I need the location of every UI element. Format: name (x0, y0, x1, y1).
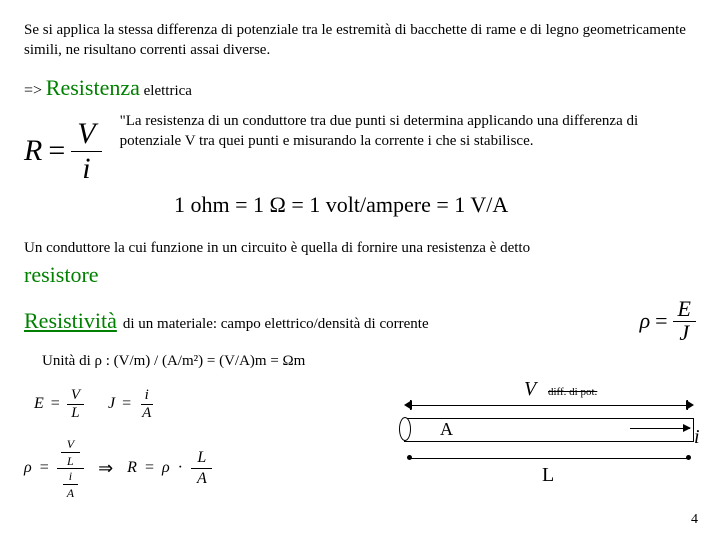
formula-R-den: i (76, 152, 96, 184)
formula-rho-lhs: ρ (640, 308, 651, 334)
definition-block: R = V i "La resistenza di un conduttore … (24, 111, 696, 184)
derive-nested-frac: V L i A (57, 438, 84, 499)
derive-r-den: A (191, 469, 213, 487)
formula-R: R = V i (24, 119, 102, 184)
resistivity-row: Resistività di un materiale: campo elett… (24, 298, 696, 345)
formula-R-num: V (71, 119, 101, 152)
arrow-symbol: => (24, 82, 42, 99)
formula-E-lhs: E (34, 395, 44, 412)
resistor-word: resistore (24, 262, 696, 288)
definition-text: "La resistenza di un conduttore tra due … (120, 111, 696, 152)
diagram-V-label: V (524, 378, 536, 401)
formula-J-lhs: J (108, 395, 115, 412)
resistor-para: Un conduttore la cui funzione in un circ… (24, 238, 696, 258)
small-formulas: E = V L J = i A (34, 388, 155, 421)
derive-d1-den: A (61, 485, 80, 499)
derive-lhs: ρ (24, 459, 32, 477)
derive-n1-den: L (61, 453, 80, 467)
resistivity-title: Resistività (24, 308, 117, 334)
resistance-sublabel: elettrica (144, 83, 192, 99)
derive-eq: = (40, 459, 49, 477)
diagram-V-arrow (404, 400, 694, 412)
derive-rho: ρ (162, 459, 170, 477)
formula-E-eq: = (51, 395, 60, 412)
conductor-diagram: V diff. di pot. A i L (394, 382, 704, 492)
derivation-row: ρ = V L i A ⇒ R = ρ · L A (24, 438, 213, 499)
derive-eq2: = (145, 459, 154, 477)
diagram-V-sublabel: diff. di pot. (548, 386, 597, 398)
diagram-L-line (404, 454, 694, 464)
intro-text: Se si applica la stessa differenza di po… (24, 20, 696, 61)
formula-E: E = V L (34, 388, 84, 421)
formula-R-lhs: R (24, 134, 42, 168)
formula-rho: ρ = E J (640, 298, 696, 345)
formula-E-num: V (67, 388, 84, 405)
formula-rho-num: E (673, 298, 696, 322)
derive-R: R (127, 459, 137, 477)
formula-E-den: L (67, 405, 83, 421)
formula-R-eq: = (48, 134, 65, 168)
formula-rho-den: J (674, 322, 694, 345)
formula-J-den: A (138, 405, 155, 421)
bottom-area: E = V L J = i A ρ = V L (24, 382, 696, 502)
diagram-i-label: i (694, 426, 700, 449)
resistance-heading: => Resistenza elettrica (24, 75, 696, 101)
units-line: Unità di ρ : (V/m) / (A/m²) = (V/A)m = Ω… (42, 353, 696, 370)
derive-arrow-icon: ⇒ (98, 458, 113, 479)
formula-J-eq: = (122, 395, 131, 412)
diagram-L-label: L (542, 464, 554, 487)
formula-rho-eq: = (655, 308, 667, 334)
diagram-A-label: A (440, 419, 453, 440)
derive-dot: · (178, 459, 183, 477)
formula-J-num: i (141, 388, 153, 405)
ohm-equation: 1 ohm = 1 Ω = 1 volt/ampere = 1 V/A (174, 192, 696, 218)
page-number: 4 (691, 512, 698, 528)
derive-n1-num: V (61, 438, 80, 453)
derive-r-num: L (191, 450, 212, 469)
diagram-i-arrow (630, 428, 690, 429)
resistance-title: Resistenza (46, 75, 140, 100)
resistivity-tail: di un materiale: campo elettrico/densità… (123, 316, 429, 333)
derive-d1-num: i (63, 470, 78, 485)
formula-J: J = i A (108, 388, 155, 421)
